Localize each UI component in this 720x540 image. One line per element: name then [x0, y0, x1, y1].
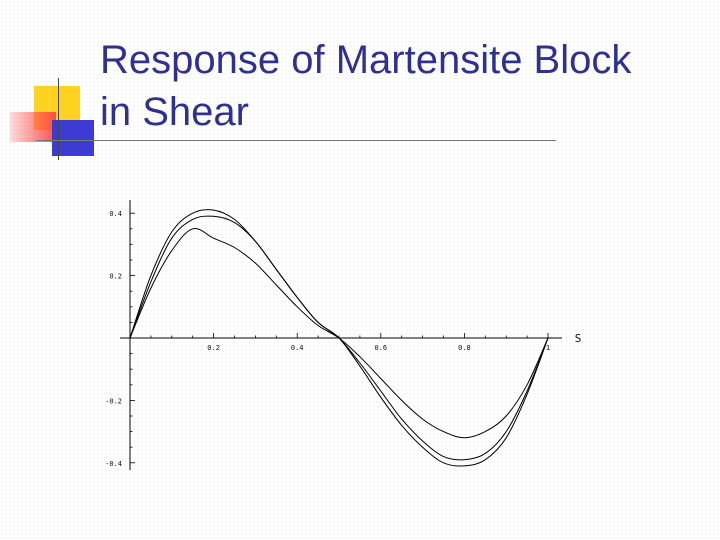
chart-axes: [120, 200, 562, 470]
chart-ticks: 0.2 0.4 0.6 0.8 1 -0.4 -0.2 0.2 0.4: [105, 210, 550, 468]
chart-series: [129, 209, 549, 467]
y-tick-label: -0.2: [105, 397, 122, 405]
series-line-1: [129, 227, 549, 439]
x-tick-label: 0.8: [458, 344, 471, 352]
y-tick-label: 0.2: [109, 273, 122, 281]
x-tick-label: 0.2: [207, 344, 220, 352]
slide-title: Response of Martensite Block in Shear: [100, 38, 632, 134]
decor-red-gradient-bar: [10, 112, 56, 142]
y-tick-label: -0.4: [105, 460, 122, 468]
title-underline: [36, 140, 556, 141]
y-tick-label: 0.4: [109, 210, 122, 218]
x-tick-label: 0.6: [374, 344, 387, 352]
decor-blue-square: [52, 120, 94, 156]
series-line-3: [129, 209, 549, 467]
x-axis-title: S: [575, 332, 582, 345]
x-tick-label: 1: [546, 344, 550, 352]
x-tick-label: 0.4: [291, 344, 304, 352]
decor-vertical-line: [58, 78, 59, 160]
